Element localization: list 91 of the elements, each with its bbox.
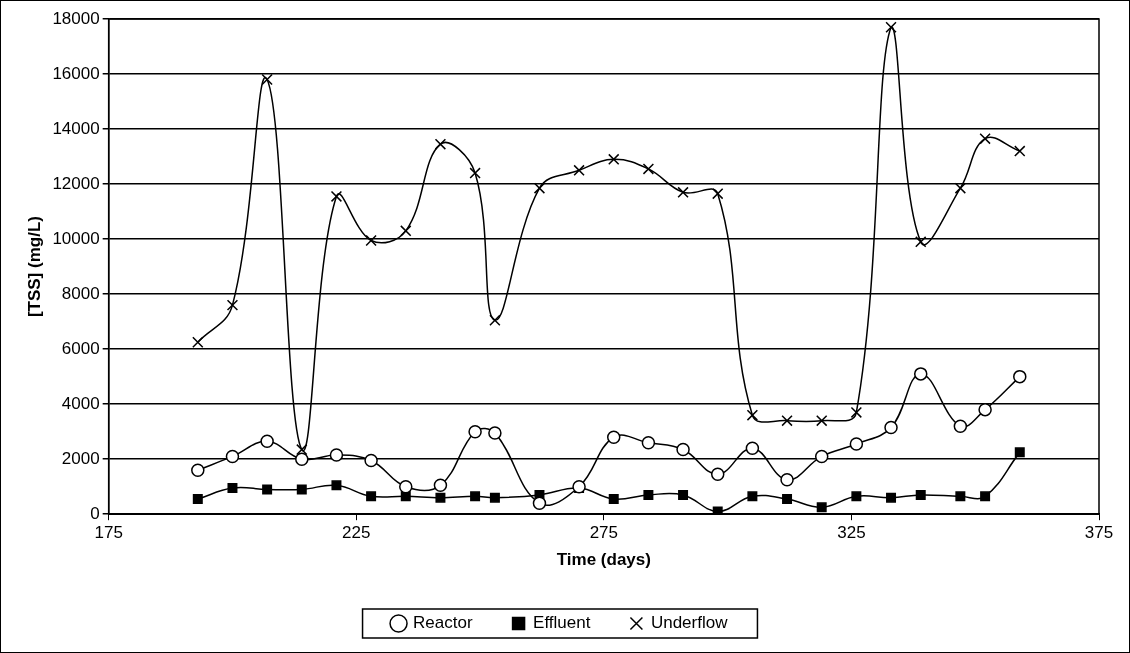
point	[816, 502, 827, 513]
point	[780, 473, 794, 487]
point	[470, 491, 481, 502]
point	[400, 225, 412, 237]
point	[296, 484, 307, 495]
point	[572, 479, 586, 494]
point	[978, 402, 992, 417]
point	[814, 449, 829, 464]
y-tick-label: 18000	[52, 8, 100, 28]
x-tick-label: 375	[1084, 523, 1114, 543]
point	[434, 138, 447, 150]
point	[532, 496, 547, 510]
point	[191, 463, 205, 477]
point	[885, 21, 897, 33]
point	[676, 442, 690, 457]
point	[850, 406, 863, 419]
point	[886, 492, 897, 503]
y-tick-label: 4000	[61, 393, 100, 413]
point	[606, 430, 621, 444]
point	[979, 132, 991, 145]
point	[849, 437, 864, 451]
point	[533, 182, 546, 194]
point	[980, 491, 991, 502]
legend-label: Underflow	[650, 613, 729, 633]
point	[260, 434, 274, 449]
point	[641, 435, 656, 450]
point	[851, 491, 862, 502]
y-tick-label: 14000	[52, 118, 100, 138]
legend-label: Effluent	[533, 613, 591, 633]
point	[677, 186, 689, 199]
point	[488, 426, 502, 440]
y-tick-label: 10000	[52, 228, 100, 248]
point	[643, 489, 654, 500]
point	[261, 73, 273, 86]
legend-label: Reactor	[413, 613, 473, 633]
x-axis-title: Time (days)	[556, 550, 651, 570]
point	[468, 424, 482, 439]
point	[710, 467, 725, 482]
x-tick-label: 225	[342, 523, 371, 543]
point	[295, 452, 309, 466]
y-tick-label: 8000	[61, 283, 100, 303]
point	[331, 480, 342, 491]
point	[915, 236, 927, 248]
x-tick-label: 175	[94, 523, 123, 543]
y-tick-label: 16000	[52, 63, 100, 83]
point	[913, 367, 928, 381]
point	[642, 163, 655, 175]
point	[433, 478, 448, 493]
point	[1014, 447, 1025, 458]
x-tick-label: 275	[589, 523, 619, 543]
point	[435, 492, 446, 503]
point	[227, 483, 238, 494]
y-tick-label: 6000	[61, 338, 100, 358]
point	[953, 419, 968, 433]
point	[608, 494, 619, 505]
point	[192, 494, 203, 505]
point	[782, 494, 793, 505]
x-tick-label: 325	[837, 523, 866, 543]
point	[712, 188, 724, 200]
point	[884, 420, 898, 435]
point	[745, 441, 760, 455]
point	[1013, 369, 1027, 384]
point	[1014, 145, 1026, 157]
point	[296, 443, 308, 456]
point	[262, 484, 273, 495]
y-tick-label: 12000	[52, 173, 100, 193]
point	[955, 491, 966, 502]
point	[489, 492, 500, 503]
point	[226, 299, 239, 311]
point	[489, 314, 501, 326]
point	[469, 167, 481, 179]
point	[192, 336, 204, 348]
y-tick-label: 2000	[61, 448, 100, 468]
point	[608, 153, 620, 166]
y-axis-title: [TSS] (mg/L)	[24, 216, 44, 318]
point	[573, 164, 585, 177]
point	[366, 491, 377, 502]
point	[747, 491, 758, 502]
point	[399, 479, 413, 494]
point	[329, 448, 344, 462]
point	[225, 449, 240, 464]
point	[915, 489, 926, 500]
point	[365, 234, 377, 247]
point	[364, 453, 378, 468]
point	[781, 414, 793, 427]
point	[816, 414, 828, 427]
point	[678, 489, 689, 500]
point	[330, 190, 343, 203]
point	[746, 409, 759, 421]
point	[954, 182, 967, 194]
y-tick-label: 0	[90, 503, 100, 523]
